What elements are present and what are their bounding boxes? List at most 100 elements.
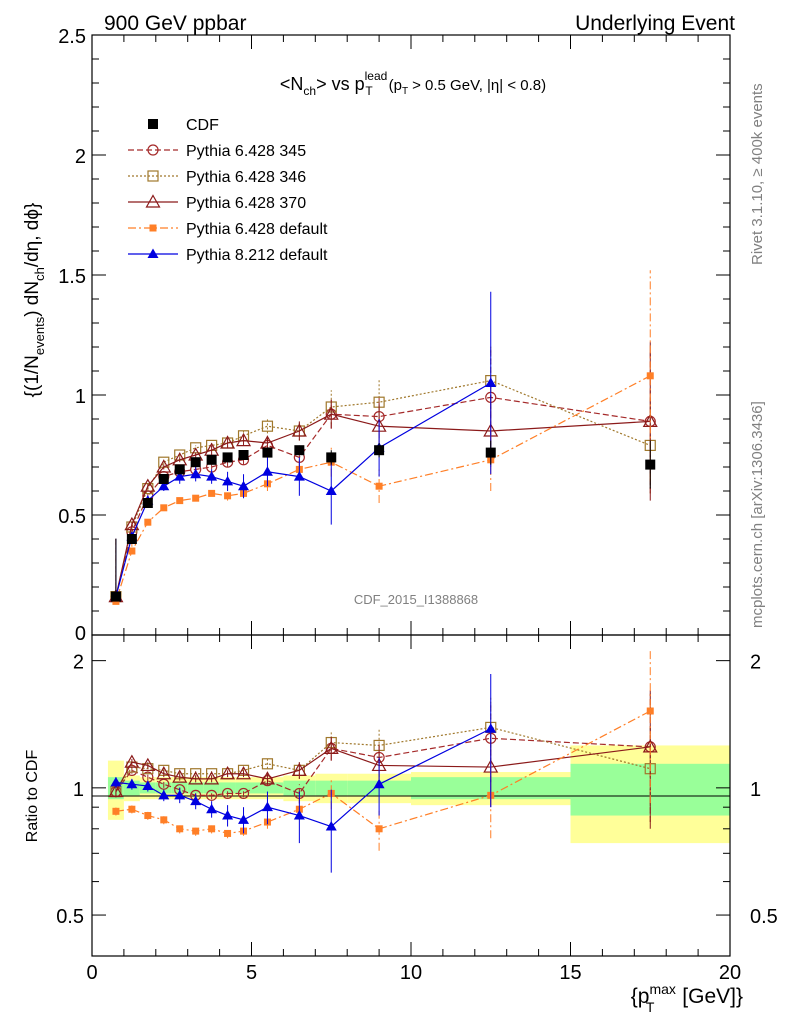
y-tick-label: 1.5	[58, 266, 86, 288]
y-tick-label: 0.5	[58, 506, 86, 528]
data-point	[222, 475, 234, 486]
ratio-ylabel: Ratio to CDF	[24, 750, 41, 843]
data-point	[294, 445, 305, 456]
data-point	[238, 814, 250, 824]
data-point	[208, 489, 216, 497]
data-point	[238, 450, 249, 460]
data-point	[222, 452, 233, 463]
data-point	[261, 420, 274, 432]
header-right: Underlying Event	[575, 12, 735, 35]
data-point	[323, 406, 339, 420]
series-cdf	[110, 440, 656, 602]
ratio-y-tick-label-right: 0.5	[750, 906, 778, 928]
data-point	[174, 464, 185, 475]
data-point	[124, 754, 140, 768]
y-tick-label: 2	[75, 146, 86, 168]
data-point	[190, 457, 201, 468]
main-data-layer	[108, 270, 658, 605]
data-point	[261, 801, 273, 812]
data-point	[220, 766, 236, 780]
legend-label: Pythia 6.428 default	[186, 221, 328, 238]
data-point	[142, 780, 154, 791]
svg-text:{(1/Nevents) dNch/dη, dϕ}: {(1/Nevents) dNch/dη, dϕ}	[22, 203, 47, 398]
legend-label: Pythia 6.428 346	[186, 169, 306, 186]
x-tick-label: 0	[86, 962, 97, 984]
data-point	[140, 478, 156, 492]
main-ylabel: {(1/Nevents) dNch/dη, dϕ}	[22, 203, 47, 398]
data-point	[262, 447, 273, 458]
series-line-p6def	[115, 375, 651, 602]
data-point	[326, 452, 337, 463]
data-point	[158, 480, 170, 491]
main-panel: 0.5 1 1.5 2 2.5 0 <Nch> vs plead T (pT > 0.5 GeV…	[22, 26, 731, 645]
data-point	[222, 810, 234, 820]
series-p8def	[110, 673, 497, 873]
data-point	[325, 821, 337, 831]
data-point	[221, 787, 234, 800]
ratio-uncertainty-bands	[107, 745, 730, 844]
series-line-p345	[115, 396, 651, 597]
legend: CDF Pythia 6.428 345 Pythia 6.428 346 Pythi…	[128, 117, 328, 264]
data-point	[374, 445, 385, 456]
ratio-y-tick-label-right: 1	[750, 779, 761, 801]
x-tick-label: 15	[559, 962, 581, 984]
data-point	[204, 771, 220, 785]
ratio-y-tick-label: 0.5	[56, 906, 84, 928]
data-point	[128, 547, 136, 555]
y-tick-label: 0	[75, 623, 86, 645]
data-point	[128, 805, 136, 813]
data-point	[224, 829, 232, 837]
data-point	[176, 497, 184, 505]
data-point	[323, 740, 339, 754]
data-point	[172, 769, 188, 783]
x-axis-label: {pmax T [GeV]}	[631, 981, 743, 1015]
data-point	[375, 482, 383, 490]
data-point	[237, 787, 250, 800]
ratio-panel: 0.5 0.51 12 20 5 10 15 20 Ratio to CDF {pmax T […	[24, 634, 778, 1015]
legend-label: Pythia 8.212 default	[186, 247, 328, 264]
data-point	[375, 825, 383, 833]
data-point	[291, 762, 307, 776]
data-point	[291, 423, 307, 437]
data-point	[192, 827, 200, 835]
data-point	[485, 447, 496, 458]
ratio-y-tick-label: 2	[73, 652, 84, 674]
legend-label: Pythia 6.428 345	[186, 143, 306, 160]
data-point	[485, 377, 497, 387]
series-line-p370	[115, 413, 651, 597]
ratio-axes: 0.5 0.51 12 20 5 10 15 20	[56, 635, 778, 984]
main-title: <Nch> vs plead T (pT > 0.5 GeV, |η| < 0.8)	[280, 69, 546, 98]
data-point	[293, 471, 305, 481]
data-point	[156, 766, 172, 780]
data-point	[140, 757, 156, 772]
data-point	[126, 778, 138, 789]
data-point	[188, 771, 204, 785]
series-line-p8def	[115, 382, 492, 597]
data-point	[190, 795, 202, 806]
data-point	[142, 498, 153, 508]
legend-item-p370: Pythia 6.428 370	[128, 194, 306, 212]
data-point	[646, 707, 654, 715]
data-point	[174, 789, 186, 800]
data-point	[206, 789, 218, 801]
legend-marker	[147, 144, 159, 156]
band-inner	[203, 782, 220, 794]
x-tick-label: 5	[246, 962, 257, 984]
rivet-label: Rivet 3.1.10, ≥ 400k events	[749, 83, 766, 265]
ratio-data-layer	[108, 649, 658, 873]
band-inner	[251, 782, 284, 794]
legend-marker	[149, 224, 157, 232]
legend-label: CDF	[186, 117, 219, 134]
data-point	[176, 825, 184, 833]
data-point	[206, 471, 218, 481]
band-inner	[187, 782, 204, 794]
data-point	[325, 485, 337, 495]
legend-item-p6def: Pythia 6.428 default	[128, 221, 328, 238]
data-point	[220, 435, 236, 449]
data-point	[206, 803, 218, 814]
x-tick-label: 20	[719, 962, 741, 984]
header-left: 900 GeV ppbar	[104, 12, 246, 35]
data-point	[126, 534, 137, 544]
data-point	[144, 518, 152, 526]
